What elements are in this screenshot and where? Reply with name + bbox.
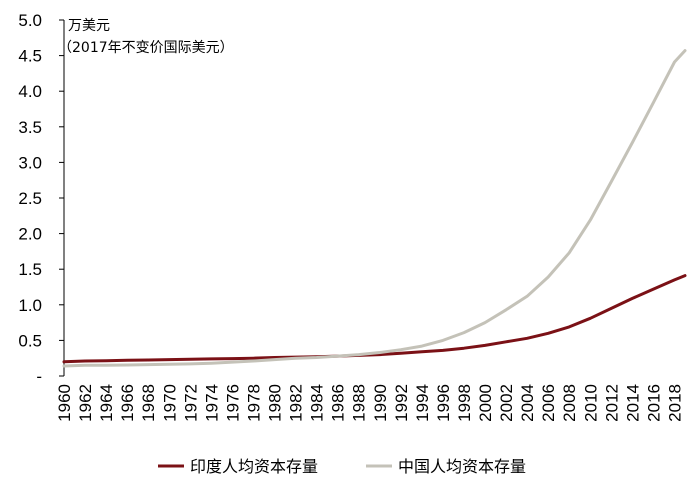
x-tick-label: 1980 [266, 384, 285, 422]
y-tick-label: 2.0 [18, 225, 42, 244]
y-axis-ticks: - 0.5 1.0 1.5 2.0 2.5 3.0 3.5 4.0 4.5 5.0 [18, 11, 64, 386]
x-tick-label: 1978 [244, 384, 263, 422]
x-tick-label: 1964 [97, 384, 116, 422]
legend-label: 印度人均资本存量 [190, 457, 318, 476]
x-tick-label: 2008 [560, 384, 579, 422]
x-tick-label: 1970 [160, 384, 179, 422]
unit-label-line2: （2017年不变价国际美元） [58, 40, 234, 56]
y-tick-label: 2.5 [18, 189, 42, 208]
x-tick-label: 1972 [181, 384, 200, 422]
y-tick-label: 3.0 [18, 153, 42, 172]
x-tick-label: 2014 [623, 384, 642, 422]
x-tick-label: 2018 [665, 384, 684, 422]
unit-label-line1: 万美元 [68, 18, 110, 34]
x-tick-label: 2002 [497, 384, 516, 422]
x-tick-label: 1990 [371, 384, 390, 422]
x-tick-label: 2012 [602, 384, 621, 422]
x-tick-label: 1982 [287, 384, 306, 422]
series-lines [62, 49, 687, 368]
y-tick-label: 1.5 [18, 260, 42, 279]
x-tick-label: 1966 [118, 384, 137, 422]
x-tick-label: 1994 [413, 384, 432, 422]
y-tick-label: 4.0 [18, 82, 42, 101]
x-tick-label: 2010 [581, 384, 600, 422]
legend: 印度人均资本存量 中国人均资本存量 [158, 457, 526, 476]
x-tick-label: 2000 [476, 384, 495, 422]
india-series-line [62, 274, 687, 364]
y-tick-label: 5.0 [18, 11, 42, 30]
x-tick-label: 1996 [434, 384, 453, 422]
x-tick-label: 1984 [308, 384, 327, 422]
x-tick-label: 2004 [518, 384, 537, 422]
x-tick-label: 1988 [350, 384, 369, 422]
x-tick-label: 2006 [539, 384, 558, 422]
x-tick-label: 1960 [55, 384, 74, 422]
y-tick-label: 0.5 [18, 331, 42, 350]
y-tick-label: 3.5 [18, 118, 42, 137]
x-tick-label: 1986 [329, 384, 348, 422]
x-tick-label: 1974 [202, 384, 221, 422]
x-axis-ticks: 1960 1962 1964 1966 1968 1970 1972 1974 1976 1978… [55, 384, 684, 422]
y-tick-label: 4.5 [18, 47, 42, 66]
x-tick-label: 2016 [644, 384, 663, 422]
x-tick-label: 1976 [223, 384, 242, 422]
x-tick-label: 1998 [455, 384, 474, 422]
china-series-line [62, 49, 687, 368]
x-tick-label: 1962 [76, 384, 95, 422]
x-tick-label: 1968 [139, 384, 158, 422]
x-tick-label: 1992 [392, 384, 411, 422]
legend-label: 中国人均资本存量 [398, 457, 526, 476]
y-tick-label: - [36, 367, 42, 386]
y-tick-label: 1.0 [18, 296, 42, 315]
